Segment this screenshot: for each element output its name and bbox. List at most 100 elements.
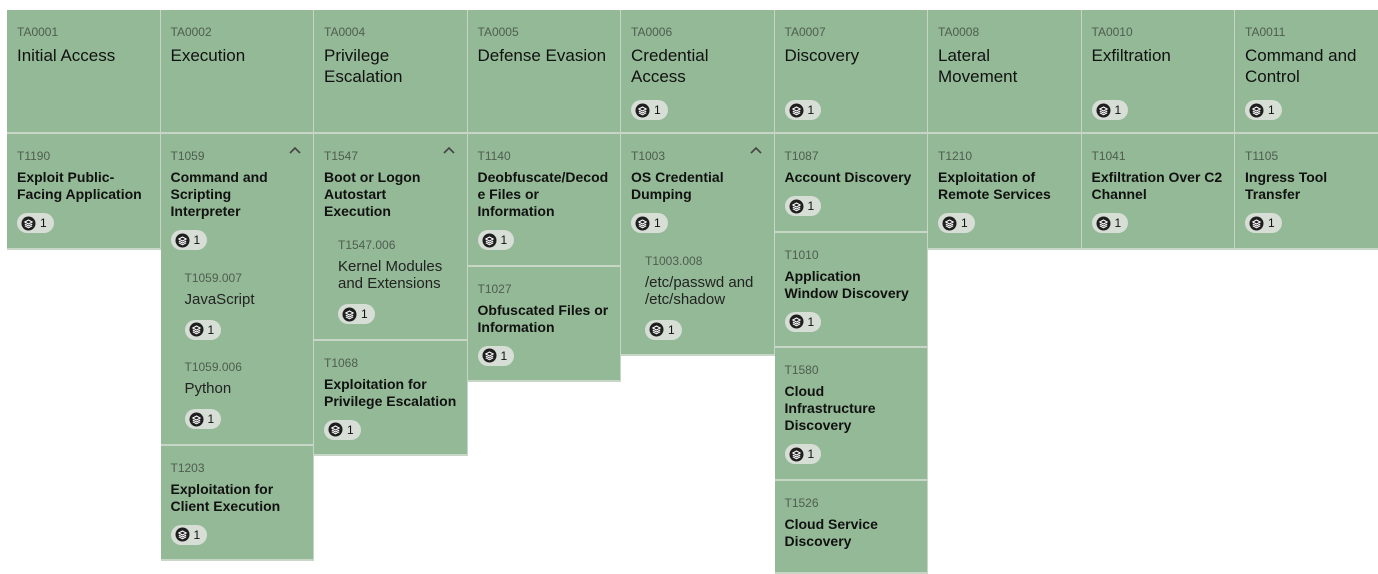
subtechnique-name: Python	[184, 380, 232, 397]
technique-name: Command and Scripting Interpreter	[170, 169, 268, 219]
technique-id: T1547	[324, 149, 359, 163]
count-badge: 1	[784, 444, 822, 464]
count-value: 1	[1114, 103, 1122, 117]
page: TA0001 Initial Access T1190 Exploit Public-…	[7, 10, 1378, 574]
technique-name: Exploitation for Client Execution	[170, 480, 281, 514]
tactic-id: TA0005	[477, 25, 519, 39]
technique-id: T1210	[938, 149, 973, 163]
count-badge: 1	[784, 196, 822, 216]
subtechnique[interactable]: T1003.008/etc/passwd and /etc/shadow 1	[631, 254, 764, 343]
layers-icon	[635, 216, 650, 230]
technique-name: Exploit Public-Facing Application	[17, 169, 142, 202]
collapse-caret[interactable]	[749, 146, 762, 154]
technique-cell[interactable]: T1203 Exploitation for Client Execution 1	[160, 445, 314, 561]
tactic-header: TA0006 Credential Access 1	[621, 10, 775, 134]
tactic-name: Lateral Movement	[938, 46, 1018, 86]
count-badge: 1	[784, 311, 822, 332]
technique-cell[interactable]: T1059 Command and Scripting Interpreter 1 T…	[160, 134, 314, 446]
tactic-id: TA0001	[17, 25, 59, 39]
subtechnique[interactable]: T1547.006 Kernel Modules and Extensions 1	[324, 238, 457, 327]
layers-icon	[342, 307, 357, 321]
layers-icon	[1096, 216, 1110, 230]
technique-name: Obfuscated Files or Information	[477, 301, 609, 335]
tactic-header: TA0008 Lateral Movement	[928, 10, 1082, 134]
tactic-id: TA0008	[938, 25, 980, 39]
count-value: 1	[1268, 103, 1275, 117]
tactic-column: TA0002 Execution T1059 Command and Scriptin…	[160, 10, 314, 561]
subtechnique-name: Kernel Modules and Extensions	[338, 258, 443, 292]
technique-cell[interactable]: T1547 Boot or Logon Autostart Execution T1…	[314, 134, 468, 341]
count-value: 1	[807, 199, 815, 213]
tactic-name: Discovery	[784, 46, 860, 65]
count-badge: 1	[631, 100, 668, 120]
technique-name: Deobfuscate/Decode Files or Information	[477, 169, 609, 219]
technique-cell[interactable]: T1580 Cloud Infrastructure Discovery 1	[774, 348, 928, 481]
technique-name: Cloud Infrastructure Discovery	[784, 383, 876, 433]
tactic-header: TA0011 Command and Control 1	[1235, 10, 1378, 134]
technique-name: Ingress Tool Transfer	[1245, 169, 1328, 202]
technique-name: Cloud Service Discovery	[784, 515, 878, 549]
layers-icon	[1096, 103, 1110, 117]
collapse-caret[interactable]	[442, 146, 455, 154]
count-value: 1	[654, 103, 661, 117]
layers-icon	[21, 216, 36, 230]
subtechnique-name: /etc/passwd and /etc/shadow	[645, 273, 754, 308]
technique-cell[interactable]: T1041 Exfiltration Over C2 Channel 1	[1081, 134, 1235, 250]
tactic-id: TA0011	[1245, 25, 1286, 39]
technique-id: T1203	[170, 460, 205, 475]
tactic-name: Execution	[170, 46, 246, 65]
technique-id: T1190	[17, 149, 51, 163]
subtechnique-id: T1059.006	[184, 360, 242, 374]
tactic-header: TA0002 Execution	[160, 10, 314, 134]
layers-icon	[1249, 103, 1264, 117]
count-badge: 1	[170, 524, 208, 545]
count-badge: 1	[477, 345, 515, 366]
technique-id: T1526	[784, 495, 819, 510]
tactic-name: Command and Control	[1245, 46, 1357, 86]
technique-id: T1580	[784, 363, 819, 377]
tactic-name: Privilege Escalation	[324, 46, 403, 86]
count-badge: 1	[338, 304, 375, 324]
layers-icon	[482, 348, 496, 363]
tactic-name: Exfiltration	[1091, 46, 1171, 65]
count-value: 1	[193, 527, 201, 542]
technique-cell[interactable]: T1087 Account Discovery 1	[774, 134, 928, 233]
count-value: 1	[207, 322, 215, 337]
subtechnique[interactable]: T1059.007 JavaScript 1	[171, 271, 304, 343]
subtechnique[interactable]: T1059.006 Python 1	[171, 360, 304, 432]
tactic-name: Credential Access	[631, 46, 709, 86]
count-badge: 1	[184, 409, 222, 429]
tactic-column: TA0011 Command and Control 1 T1105 Ingress T…	[1235, 10, 1378, 250]
technique-name: Boot or Logon Autostart Execution	[324, 169, 421, 219]
tactic-column: TA0010 Exfiltration 1 T1041 Exfiltration Ove…	[1081, 10, 1235, 250]
count-value: 1	[1268, 216, 1275, 230]
count-value: 1	[500, 348, 508, 363]
technique-id: T1105	[1245, 149, 1279, 163]
technique-cell[interactable]: T1068 Exploitation for Privilege Escalati…	[314, 340, 468, 456]
technique-cell[interactable]: T1105 Ingress Tool Transfer 1	[1235, 134, 1378, 250]
subtechnique-id: T1547.006	[338, 238, 396, 252]
technique-cell[interactable]: T1010 Application Window Discovery 1	[774, 232, 928, 348]
count-value: 1	[807, 447, 815, 461]
technique-id: T1140	[477, 149, 511, 163]
technique-cell[interactable]: T1526 Cloud Service Discovery	[774, 480, 928, 574]
count-badge: 1	[645, 319, 682, 340]
layers-icon	[789, 447, 803, 461]
technique-cell[interactable]: T1027 Obfuscated Files or Information 1	[467, 266, 621, 382]
collapse-caret[interactable]	[289, 146, 301, 154]
count-badge: 1	[184, 319, 222, 340]
layers-icon	[789, 103, 803, 117]
layers-icon	[189, 322, 203, 337]
technique-cell[interactable]: T1003 OS Credential Dumping 1 T1003.008/etc…	[621, 134, 775, 356]
tactic-column: TA0001 Initial Access T1190 Exploit Public-…	[7, 10, 161, 250]
count-value: 1	[361, 307, 368, 321]
technique-cell[interactable]: T1190 Exploit Public-Facing Application 1	[7, 134, 161, 250]
count-value: 1	[668, 322, 675, 337]
count-value: 1	[654, 216, 661, 230]
technique-cell[interactable]: T1140 Deobfuscate/Decode Files or Informa…	[467, 134, 621, 267]
subtechnique-id: T1003.008	[645, 253, 703, 268]
tactic-header: TA0004 Privilege Escalation	[314, 10, 468, 134]
technique-cell[interactable]: T1210 Exploitation of Remote Services 1	[928, 134, 1082, 250]
tactic-name: Initial Access	[17, 46, 116, 65]
tactic-id: TA0002	[170, 25, 212, 39]
